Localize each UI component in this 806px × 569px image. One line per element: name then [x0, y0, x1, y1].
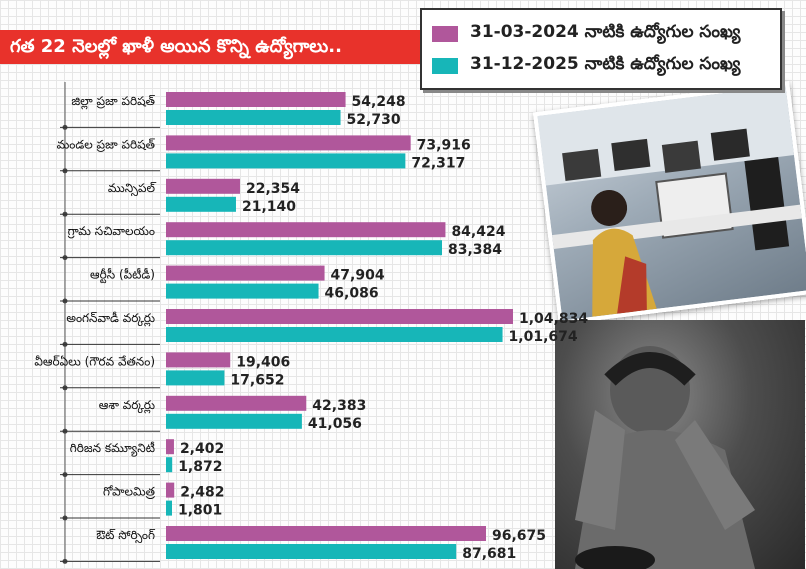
- bar-2025: [166, 413, 302, 429]
- bar-2024: [166, 395, 307, 411]
- value-label-2024: 96,675: [492, 528, 546, 544]
- value-label-2025: 87,681: [462, 546, 516, 562]
- legend-item-2024: 31-03-2024 నాటికి ఉద్యోగుల సంఖ్య: [432, 18, 770, 50]
- value-label-2024: 2,402: [180, 441, 224, 457]
- category-label: మున్సిపల్: [108, 181, 157, 197]
- legend-swatch-2025: [432, 58, 458, 74]
- bar-2024: [166, 352, 231, 368]
- value-label-2024: 42,383: [312, 398, 366, 414]
- bar-2025: [166, 110, 341, 125]
- value-label-2024: 47,904: [331, 268, 385, 284]
- legend-swatch-2024: [432, 26, 458, 42]
- value-label-2025: 83,384: [448, 242, 502, 258]
- value-label-2024: 54,248: [352, 94, 406, 110]
- legend-label-2024: 31-03-2024 నాటికి ఉద్యోగుల సంఖ్య: [470, 22, 741, 42]
- bar-2024: [166, 222, 446, 238]
- category-label: గోపాలమిత్ర: [103, 485, 155, 500]
- bar-2025: [166, 283, 319, 299]
- value-label-2025: 17,652: [230, 372, 284, 388]
- bar-2025: [166, 153, 406, 169]
- legend: 31-03-2024 నాటికి ఉద్యోగుల సంఖ్య 31-12-2…: [420, 8, 782, 90]
- bar-2025: [166, 457, 173, 473]
- value-label-2024: 73,916: [417, 137, 471, 153]
- value-label-2024: 19,406: [236, 354, 290, 370]
- value-label-2025: 52,730: [347, 112, 401, 128]
- bar-2024: [166, 309, 513, 324]
- legend-item-2025: 31-12-2025 నాటికి ఉద్యోగుల సంఖ్య: [432, 50, 770, 82]
- value-label-2024: 1,04,834: [519, 311, 588, 327]
- bar-2024: [166, 439, 174, 455]
- value-label-2025: 1,872: [178, 459, 222, 475]
- category-label: ఆశా వర్కర్లు: [99, 398, 155, 414]
- bar-2025: [166, 240, 443, 256]
- distressed-man-photo: [555, 320, 805, 569]
- value-label-2025: 1,01,674: [509, 329, 578, 345]
- bar-2025: [166, 500, 172, 516]
- legend-label-2025: 31-12-2025 నాటికి ఉద్యోగుల సంఖ్య: [470, 54, 741, 74]
- value-label-2024: 2,482: [180, 485, 224, 501]
- category-label: జిల్లా ప్రజా పరిషత్: [71, 94, 155, 110]
- value-label-2024: 84,424: [451, 224, 505, 240]
- bar-2024: [166, 135, 411, 151]
- category-label: అంగన్‌వాడీ వర్కర్లు: [66, 311, 155, 327]
- bar-2024: [166, 265, 325, 281]
- bar-2025: [166, 370, 225, 386]
- category-label: ఔట్ సోర్సింగ్: [96, 528, 156, 544]
- category-label: ఆర్టీసీ (పీటీడీ): [90, 268, 155, 284]
- value-label-2024: 22,354: [246, 181, 300, 197]
- office-workers-photo: [532, 81, 806, 325]
- category-label: గిరిజన కమ్యూనిటీ: [70, 441, 155, 457]
- value-label-2025: 41,056: [308, 416, 362, 432]
- bar-2024: [166, 92, 346, 107]
- category-label: మండల ప్రజా పరిషత్: [57, 137, 156, 152]
- category-label: వీఆర్ఏలు (గౌరవ వేతనం): [34, 354, 155, 368]
- bar-2025: [166, 544, 457, 559]
- value-label-2025: 72,317: [411, 155, 465, 171]
- bar-2025: [166, 196, 236, 212]
- category-label: గ్రామ సచివాలయం: [68, 224, 155, 239]
- value-label-2025: 1,801: [178, 503, 222, 519]
- value-label-2025: 21,140: [242, 199, 296, 215]
- bar-2024: [166, 178, 240, 194]
- value-label-2025: 46,086: [325, 286, 379, 302]
- bar-2025: [166, 327, 503, 342]
- bar-2024: [166, 526, 486, 541]
- bar-2024: [166, 482, 175, 498]
- chart-title: గత 22 నెలల్లో ఖాళీ అయిన కొన్ని ఉద్యోగాలు…: [0, 30, 420, 64]
